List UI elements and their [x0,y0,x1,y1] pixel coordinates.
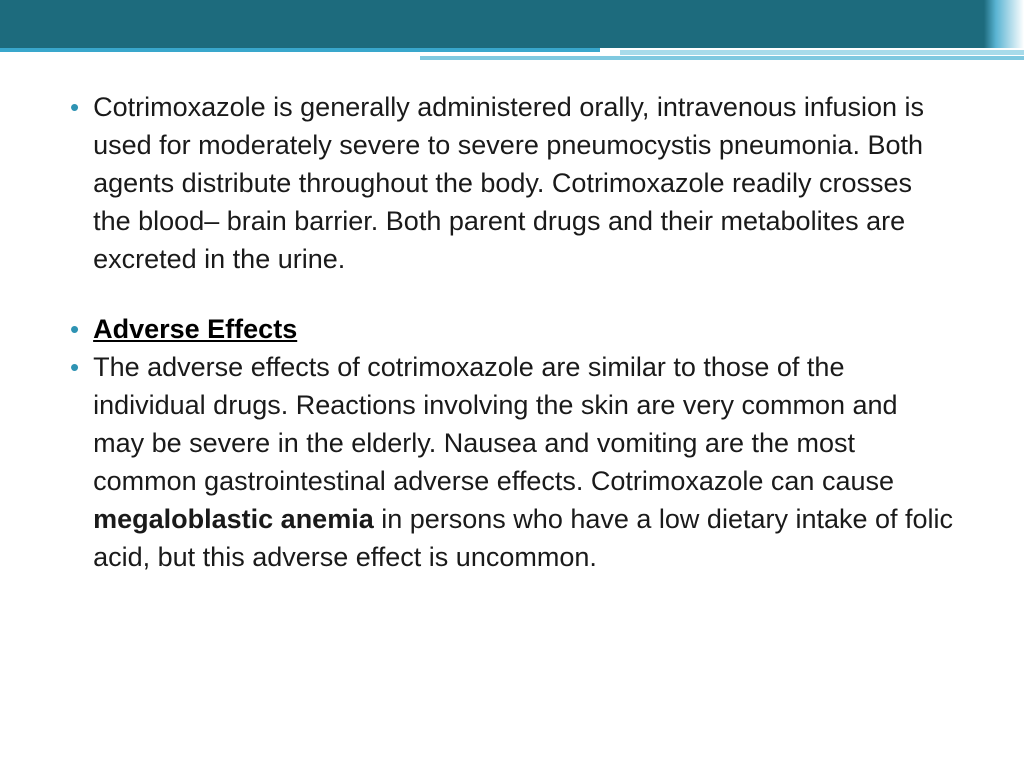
bullet-marker-icon: • [70,88,79,126]
bold-term: megaloblastic anemia [93,504,374,534]
bullet-item: • Adverse Effects [70,310,954,348]
paragraph-text: The adverse effects of cotrimoxazole are… [93,348,954,576]
bullet-marker-icon: • [70,310,79,348]
paragraph-text: Cotrimoxazole is generally administered … [93,88,954,278]
header-stripe-1 [0,48,600,52]
slide-content: • Cotrimoxazole is generally administere… [0,60,1024,576]
section-heading: Adverse Effects [93,310,297,348]
bullet-item: • Cotrimoxazole is generally administere… [70,88,954,278]
header-stripe-3 [620,50,1024,55]
header-fade [984,0,1024,48]
header-teal-band [0,0,1024,48]
bullet-item: • The adverse effects of cotrimoxazole a… [70,348,954,576]
slide-header-decoration [0,0,1024,60]
header-stripe-2 [420,56,1024,60]
text-run: The adverse effects of cotrimoxazole are… [93,352,897,496]
bullet-marker-icon: • [70,348,79,386]
